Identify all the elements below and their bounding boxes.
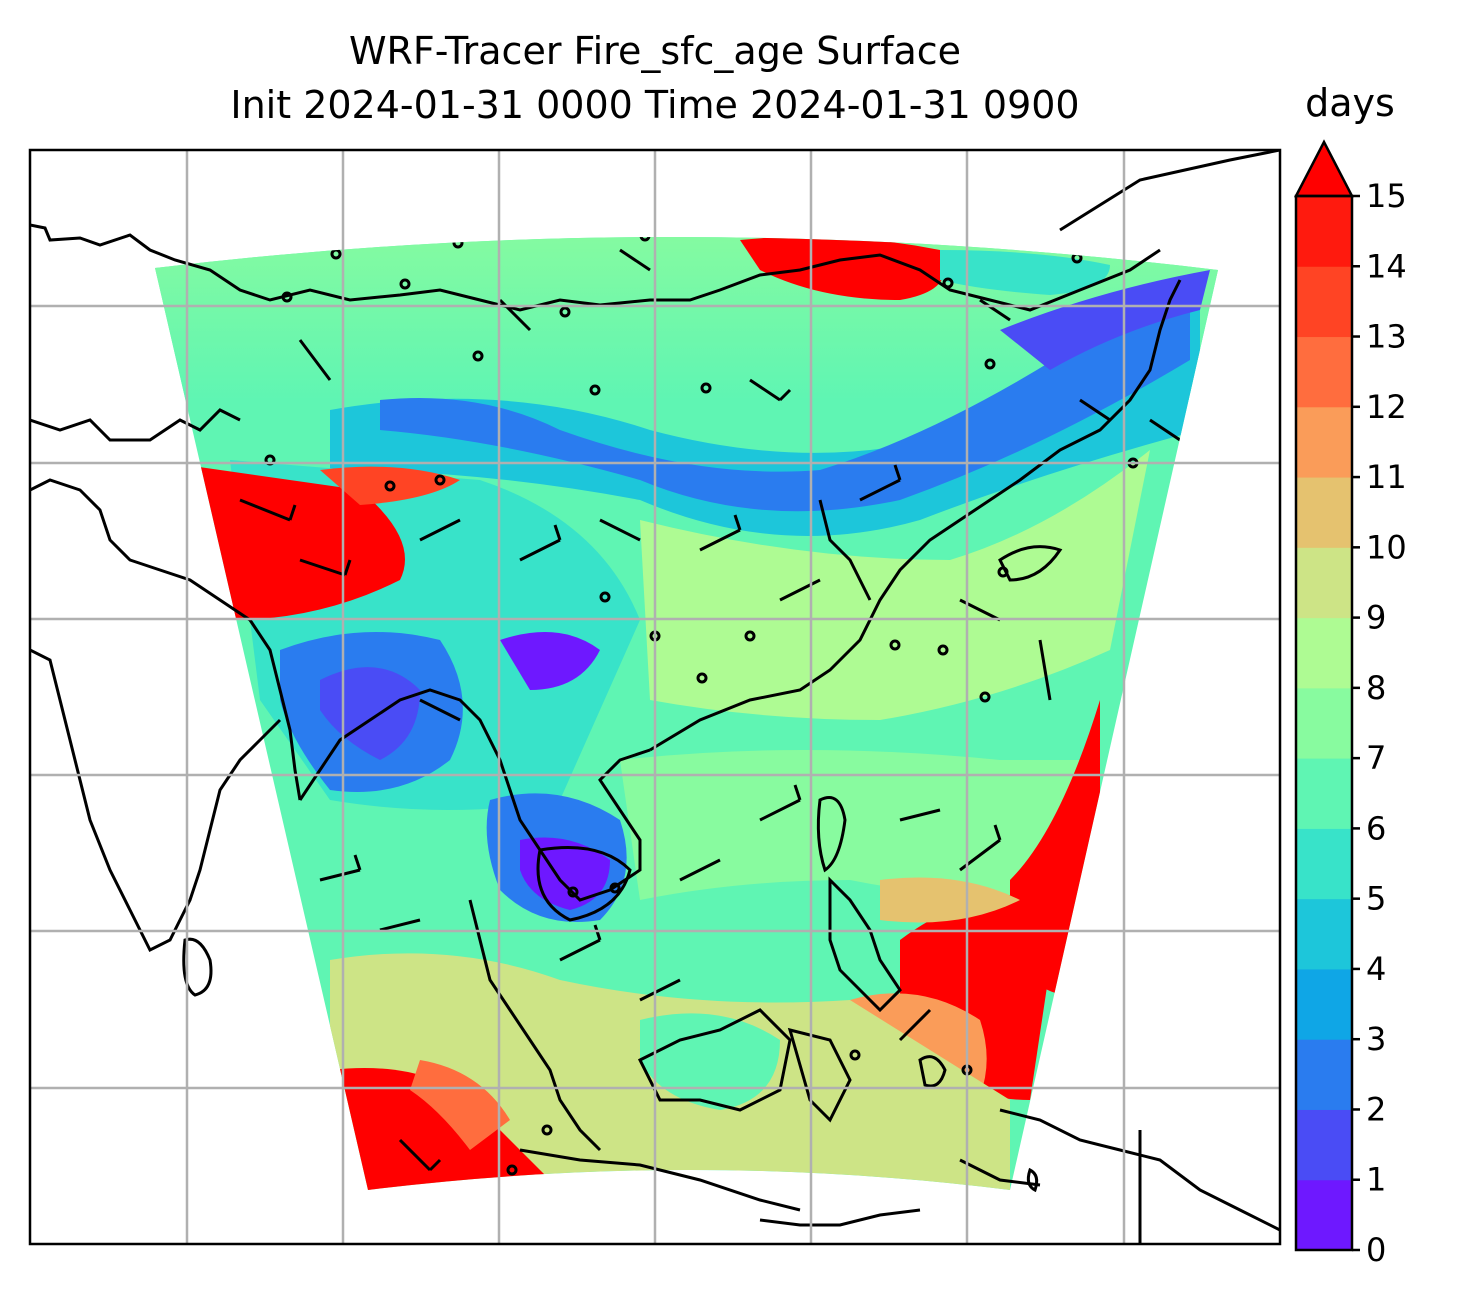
colorbar-segment (1296, 1039, 1352, 1110)
colorbar-segment (1296, 617, 1352, 689)
colorbar-tick-label: 1 (1366, 1161, 1386, 1199)
colorbar-segment (1296, 1109, 1352, 1181)
colorbar-segment (1296, 968, 1352, 1040)
colorbar-tick-label: 0 (1366, 1231, 1386, 1269)
coastlines (30, 150, 1280, 1244)
chart-title-line1: WRF-Tracer Fire_sfc_age Surface (348, 29, 962, 73)
colorbar-segment (1296, 196, 1352, 267)
colorbar-extend-arrow (1293, 139, 1355, 198)
colorbar-segment (1296, 266, 1352, 338)
colorbar-tick-label: 15 (1366, 177, 1407, 215)
colorbar-tick-label: 6 (1366, 809, 1386, 847)
colorbar-segment (1296, 477, 1352, 548)
colorbar-segment (1296, 406, 1352, 478)
colorbar-segment (1296, 898, 1352, 970)
colorbar-tick-label: 11 (1366, 458, 1407, 496)
colorbar-tick-label: 10 (1366, 528, 1407, 566)
colorbar-tick-label: 2 (1366, 1090, 1386, 1128)
colorbar-tick-label: 4 (1366, 950, 1386, 988)
colorbar-tick-label: 8 (1366, 669, 1386, 707)
colorbar-segment (1296, 547, 1352, 619)
map-frame (28, 148, 1282, 1246)
colorbar-tick-label: 5 (1366, 880, 1386, 918)
colorbar-segment (1296, 687, 1352, 759)
chart-title-line2: Init 2024-01-31 0000 Time 2024-01-31 090… (230, 83, 1080, 127)
colorbar-unit-label: days (1305, 81, 1395, 125)
colorbar-tick-label: 13 (1366, 318, 1407, 356)
colorbar-tick-label: 3 (1366, 1020, 1386, 1058)
tracer-age-field (155, 236, 1218, 1190)
colorbar-frame (1294, 194, 1354, 1252)
colorbar-segment (1296, 828, 1352, 900)
colorbar-segment (1296, 758, 1352, 829)
colorbar-segment (1296, 336, 1352, 408)
colorbar-tick-label: 9 (1366, 599, 1386, 637)
colorbar-tick-label: 14 (1366, 247, 1407, 285)
colorbar-tick-label: 7 (1366, 739, 1386, 777)
colorbar-tick-label: 12 (1366, 388, 1407, 426)
colorbar-segment (1296, 1179, 1352, 1251)
graticule (30, 150, 1280, 1244)
